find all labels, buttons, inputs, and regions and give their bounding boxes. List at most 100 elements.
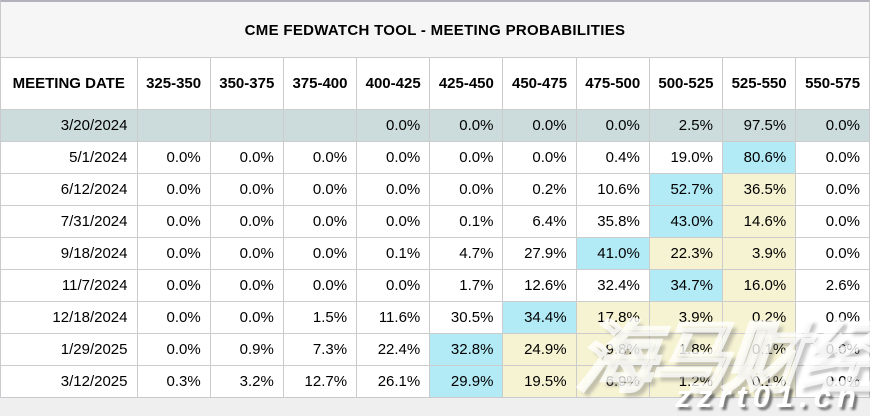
probability-cell: 1.5% xyxy=(282,301,358,334)
probability-cell: 0.0% xyxy=(136,205,211,238)
probability-cell: 97.5% xyxy=(721,109,797,142)
table-row: 1/29/2025 0.0% 0.9% 7.3% 22.4% 32.8% 24.9% 9.8%… xyxy=(1,333,869,366)
probability-cell: 0.0% xyxy=(429,109,504,142)
probability-cell xyxy=(282,109,358,142)
probability-cell xyxy=(209,109,284,142)
probability-cell: 0.1% xyxy=(721,365,797,397)
probability-cell: 0.0% xyxy=(209,173,284,206)
probability-cell: 0.0% xyxy=(795,109,869,142)
probability-cell: 11.6% xyxy=(356,301,431,334)
probability-cell: 0.0% xyxy=(429,141,504,174)
table-row: 3/12/2025 0.3% 3.2% 12.7% 26.1% 29.9% 19.5% 6.9… xyxy=(1,365,869,397)
probability-cell: 0.0% xyxy=(282,173,358,206)
meeting-date-cell: 1/29/2025 xyxy=(1,333,138,366)
probability-cell: 0.0% xyxy=(795,141,869,174)
probability-cell: 0.0% xyxy=(356,141,431,174)
probability-cell: 0.0% xyxy=(795,333,869,366)
probability-cell: 0.0% xyxy=(502,109,577,142)
probability-cell xyxy=(136,109,211,142)
probability-cell: 34.7% xyxy=(648,269,724,302)
probability-cell: 24.9% xyxy=(502,333,577,366)
probability-cell: 26.1% xyxy=(356,365,431,397)
probability-cell: 7.3% xyxy=(282,333,358,366)
probability-cell: 0.0% xyxy=(575,109,650,142)
probability-cell: 6.9% xyxy=(575,365,650,397)
probability-cell: 0.0% xyxy=(136,173,211,206)
probability-cell: 0.0% xyxy=(282,237,358,270)
probability-cell: 14.6% xyxy=(721,205,797,238)
probability-cell: 0.0% xyxy=(795,365,869,397)
probability-cell: 2.6% xyxy=(795,269,869,302)
probability-cell: 80.6% xyxy=(721,141,797,174)
fedwatch-panel: CME FEDWATCH TOOL - MEETING PROBABILITIE… xyxy=(0,0,870,398)
probability-cell: 19.0% xyxy=(648,141,724,174)
probability-cell: 22.3% xyxy=(648,237,724,270)
probability-cell: 0.0% xyxy=(795,301,869,334)
rate-range-column-header: 525-550 xyxy=(721,58,797,110)
probability-cell: 19.5% xyxy=(502,365,577,397)
probability-cell: 3.9% xyxy=(648,301,724,334)
probability-cell: 35.8% xyxy=(575,205,650,238)
probability-cell: 9.8% xyxy=(575,333,650,366)
rate-range-column-header: 425-450 xyxy=(429,58,504,110)
probability-cell: 0.0% xyxy=(209,301,284,334)
probability-cell: 0.0% xyxy=(209,237,284,270)
rate-range-column-header: 375-400 xyxy=(282,58,358,110)
table-row: 7/31/2024 0.0% 0.0% 0.0% 0.0% 0.1% 6.4% 35.8% 43… xyxy=(1,205,869,238)
table-row: 9/18/2024 0.0% 0.0% 0.0% 0.1% 4.7% 27.9% 41.0% 2… xyxy=(1,237,869,270)
probability-cell: 32.4% xyxy=(575,269,650,302)
rate-range-column-header: 475-500 xyxy=(575,58,650,110)
probability-cell: 43.0% xyxy=(648,205,724,238)
probability-cell: 0.0% xyxy=(209,141,284,174)
probability-cell: 0.3% xyxy=(136,365,211,397)
probability-cell: 0.0% xyxy=(356,109,431,142)
table-row: 12/18/2024 0.0% 0.0% 1.5% 11.6% 30.5% 34.4% 17.… xyxy=(1,301,869,334)
rate-range-column-header: 500-525 xyxy=(648,58,724,110)
probability-cell: 0.0% xyxy=(136,269,211,302)
probability-cell: 16.0% xyxy=(721,269,797,302)
probability-cell: 0.0% xyxy=(502,141,577,174)
meeting-date-cell: 3/12/2025 xyxy=(1,365,138,397)
probability-cell: 0.0% xyxy=(282,205,358,238)
meeting-date-cell: 12/18/2024 xyxy=(1,301,138,334)
probability-cell: 2.5% xyxy=(648,109,724,142)
probability-cell: 0.0% xyxy=(282,269,358,302)
probability-cell: 0.0% xyxy=(136,141,211,174)
probability-cell: 0.0% xyxy=(209,205,284,238)
probability-cell: 0.2% xyxy=(502,173,577,206)
probability-cell: 0.1% xyxy=(721,333,797,366)
probability-cell: 0.0% xyxy=(429,173,504,206)
probability-cell: 0.0% xyxy=(795,237,869,270)
probability-cell: 22.4% xyxy=(356,333,431,366)
probability-cell: 0.2% xyxy=(721,301,797,334)
probability-cell: 0.4% xyxy=(575,141,650,174)
probability-cell: 32.8% xyxy=(429,333,504,366)
table-row: 6/12/2024 0.0% 0.0% 0.0% 0.0% 0.0% 0.2% 10.6% 52… xyxy=(1,173,869,206)
meeting-probabilities-table: MEETING DATE 325-350 350-375 375-400 400-425… xyxy=(1,58,869,397)
rate-range-column-header: 450-475 xyxy=(502,58,577,110)
probability-cell: 30.5% xyxy=(429,301,504,334)
meeting-date-cell: 6/12/2024 xyxy=(1,173,138,206)
probability-cell: 0.0% xyxy=(136,301,211,334)
header-row: MEETING DATE 325-350 350-375 375-400 400-425… xyxy=(1,58,869,110)
probability-cell: 0.1% xyxy=(356,237,431,270)
probability-cell: 17.8% xyxy=(575,301,650,334)
meeting-date-cell: 9/18/2024 xyxy=(1,237,138,270)
meeting-date-cell: 11/7/2024 xyxy=(1,269,138,302)
probability-cell: 29.9% xyxy=(429,365,504,397)
probability-cell: 0.0% xyxy=(136,333,211,366)
probability-cell: 10.6% xyxy=(575,173,650,206)
table-row: 11/7/2024 0.0% 0.0% 0.0% 0.0% 1.7% 12.6% 32.4% 3… xyxy=(1,269,869,302)
probability-cell: 0.0% xyxy=(136,237,211,270)
probability-cell: 41.0% xyxy=(575,237,650,270)
probability-cell: 0.0% xyxy=(209,269,284,302)
probability-cell: 1.8% xyxy=(648,333,724,366)
probability-cell: 34.4% xyxy=(502,301,577,334)
table-body: 3/20/2024 0.0% 0.0% 0.0% 0.0% 2.5% 97.5% 0.0% 5/… xyxy=(1,109,869,397)
probability-cell: 0.9% xyxy=(209,333,284,366)
probability-cell: 4.7% xyxy=(429,237,504,270)
probability-cell: 0.0% xyxy=(282,141,358,174)
probability-cell: 52.7% xyxy=(648,173,724,206)
table-row: 5/1/2024 0.0% 0.0% 0.0% 0.0% 0.0% 0.0% 0.4% 19.0… xyxy=(1,141,869,174)
meeting-date-cell: 5/1/2024 xyxy=(1,141,138,174)
